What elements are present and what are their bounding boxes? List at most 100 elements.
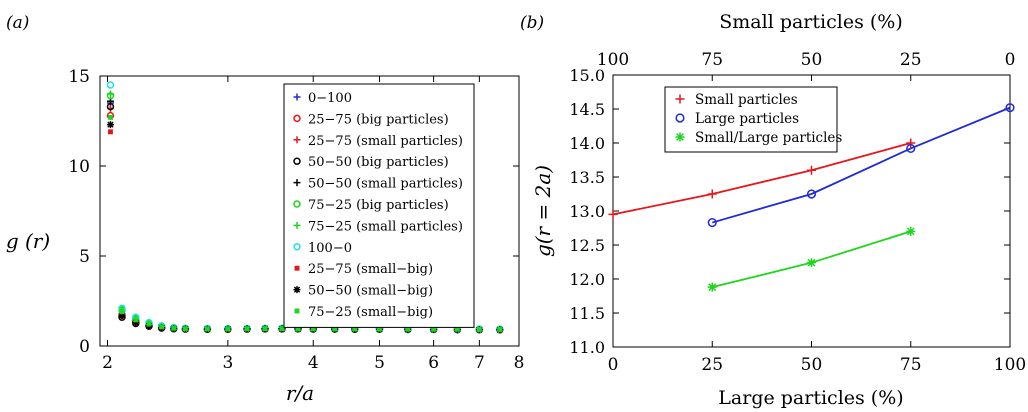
data-point [332,326,338,332]
data-point [707,282,717,292]
legend-entry: 0−100 [308,91,352,106]
panel-b-label: (b) [520,13,544,33]
panel-a-frame [99,75,520,347]
panel-b-y-tick-label: 11.0 [569,338,605,357]
panel-a-x-tick-label: 7 [474,353,485,373]
data-point [108,129,113,135]
legend-entry: Small/Large particles [695,130,842,146]
legend-entry: 50−50 (small particles) [308,177,463,192]
panel-b-x-tick-label: 75 [900,355,922,375]
panel-b-x-tick-label: 100 [994,355,1026,375]
data-point [807,165,816,175]
data-point [106,121,114,129]
panel-b-y-tick-label: 14.0 [569,134,605,153]
data-point [106,90,114,98]
panel-a-series [108,114,503,332]
data-point [906,138,916,148]
panel-a-x-axis-label: r/a [286,381,314,405]
data-point [171,325,177,331]
panel-a-y-tick-label: 10 [68,157,90,177]
data-point [262,326,268,331]
legend-marker [293,221,301,229]
data-point [225,326,231,332]
panel-b-legend-box [664,86,838,153]
panel-a: (a) 2 3 4 5 6 7 8 0 5 10 15 r/a g (r) 0−100 25−75 (… [6,13,525,405]
series-line [712,106,1011,224]
panel-a-x-tick-label: 6 [428,353,439,373]
data-point [906,226,916,236]
legend-entry: 75−25 (big particles) [308,198,449,213]
panel-b-x2-tick-label: 0 [1005,50,1016,70]
data-point [244,326,250,332]
panel-a-y-tick-label: 0 [79,337,90,357]
legend-entry: 75−25 (small−big) [308,305,433,320]
legend-entry: 25−75 (small particles) [308,134,463,149]
panel-a-x-tick-label: 3 [222,353,233,373]
data-point [608,209,618,219]
legend-marker [675,113,685,123]
data-point [133,317,139,323]
panel-b-x-axis-label: Large particles (%) [718,387,903,409]
panel-a-legend-box [283,83,475,328]
data-point [159,324,165,330]
panel-b-top-axis-label: Small particles (%) [719,11,902,33]
legend-marker [293,114,301,123]
panel-a-x-tick-label: 4 [308,353,319,373]
legend-entry: Large particles [695,111,799,127]
legend-marker [293,93,301,101]
panel-a-x-tick-label: 2 [102,353,113,373]
panel-b-y-tick-label: 12.0 [569,270,605,289]
data-point [707,217,717,228]
legend-entry: 50−50 (small−big) [308,284,433,299]
panel-b-y-tick-label: 13.0 [569,202,605,221]
data-point [377,326,382,332]
legend-marker [294,308,300,314]
panel-b-x2-tick-label: 100 [597,50,629,70]
data-point [182,326,188,332]
legend-marker [675,94,685,104]
legend-marker [293,136,301,144]
data-point [106,81,115,89]
panel-b-y-tick-label: 14.5 [569,100,605,119]
data-point [108,114,113,120]
data-point [431,326,437,332]
panel-a-y-tick-label: 15 [68,67,90,87]
legend-entry: 25−75 (big particles) [308,112,449,127]
panel-b-x2-tick-label: 50 [801,50,823,70]
panel-a-x-tick-label: 5 [374,353,385,373]
panel-b-y-tick-label: 15.0 [569,66,605,85]
panel-b: (b) Small particles (%) Large particles … [520,11,1026,409]
panel-b-legend: Small particles Large particles Small/Larg… [664,86,842,153]
legend-marker [293,200,301,208]
series-line [612,142,911,216]
data-point [279,326,285,331]
legend-marker [293,157,301,165]
panel-b-axes: 0100257550507525100011.011.512.012.513.0… [569,50,1026,375]
data-point [295,326,301,332]
data-point [119,309,125,315]
panel-a-axes: 2 3 4 5 6 7 8 0 5 10 15 [68,67,524,373]
panel-b-series [707,103,1015,228]
panel-b-x-tick-label: 0 [608,355,619,375]
panel-b-x-tick-label: 25 [701,355,723,375]
data-point [1005,103,1015,113]
panel-a-x-tick-label: 8 [514,353,525,373]
panel-b-y-tick-label: 12.5 [569,236,605,255]
panel-b-series [608,138,916,219]
data-point [806,189,817,199]
panel-b-x-tick-label: 50 [801,355,823,375]
legend-marker [293,243,301,251]
legend-entry: 50−50 (big particles) [308,155,449,170]
legend-entry: 75−25 (small particles) [308,219,463,234]
legend-marker [294,265,300,271]
panel-a-y-axis-label: g (r) [6,229,50,253]
legend-marker [293,179,301,187]
data-point [352,326,358,332]
panel-b-x2-tick-label: 75 [701,50,723,70]
data-point [146,321,152,327]
panel-a-y-tick-label: 5 [79,247,90,267]
legend-marker [293,286,301,294]
panel-b-y-tick-label: 13.5 [569,168,605,187]
panel-a-label: (a) [6,13,29,33]
